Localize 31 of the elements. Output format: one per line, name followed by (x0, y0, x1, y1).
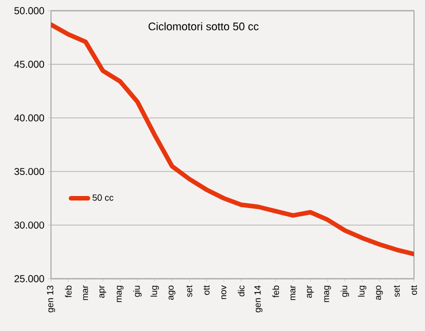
y-tick-label: 40.000 (14, 114, 44, 122)
y-tick-label: 45.000 (14, 60, 44, 68)
legend-label: 50 cc (92, 194, 114, 201)
x-tick-label: giu (133, 286, 142, 297)
x-tick-label: apr (100, 285, 106, 298)
x-tick-label: mag (116, 286, 124, 302)
x-tick-label: mag (324, 286, 331, 302)
x-tick-label: mar (290, 285, 296, 300)
y-tick-label: 25.000 (14, 275, 44, 282)
x-tick-label: mar (83, 285, 88, 300)
x-tick-label: ago (376, 286, 383, 300)
x-tick-label: gen 13 (46, 286, 56, 312)
x-tick-label: lug (358, 286, 366, 297)
x-tick-label: set (186, 285, 192, 297)
x-tick-label: gen 14 (254, 286, 262, 312)
x-tick-label: ott (411, 285, 417, 295)
x-tick-label: apr (306, 285, 314, 298)
x-tick-label: lug (150, 286, 159, 297)
line-series (51, 22, 414, 256)
x-tick-label: ott (204, 285, 210, 295)
x-tick-label: giu (340, 286, 350, 297)
x-tick-label: feb (64, 286, 72, 298)
y-tick-label: 30.000 (14, 222, 44, 229)
y-tick-label: 35.000 (14, 168, 44, 176)
y-tick-label: 50.000 (14, 7, 44, 14)
text: Ciclomotori sotto 50 cc (148, 22, 259, 30)
x-tick-label: nov (221, 285, 226, 300)
x-tick-label: ago (168, 286, 176, 300)
x-tick-label: dic (238, 285, 244, 296)
x-tick-label: set (394, 285, 400, 297)
x-tick-label: feb (272, 286, 280, 298)
